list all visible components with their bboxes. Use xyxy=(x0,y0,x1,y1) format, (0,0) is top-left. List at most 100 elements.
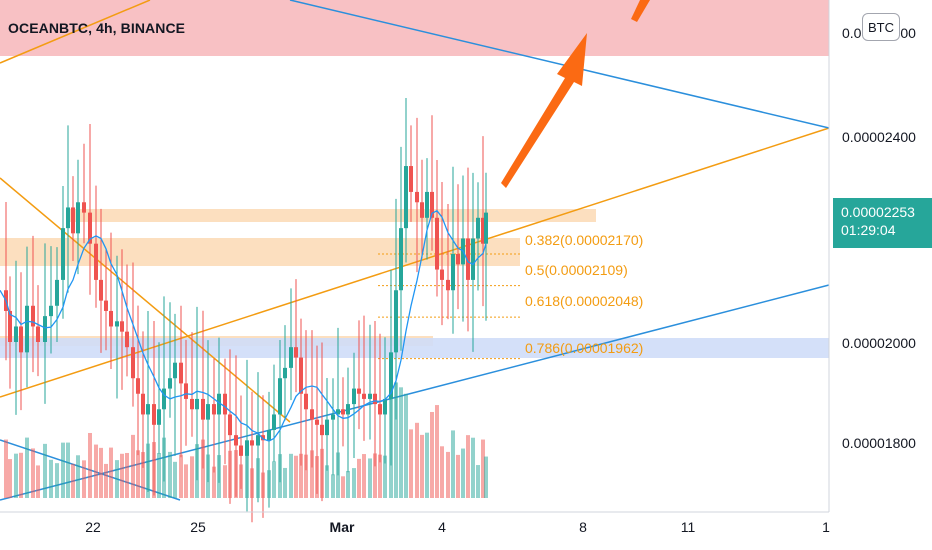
candle-body xyxy=(228,414,232,436)
candle-body xyxy=(76,202,80,234)
candle-body xyxy=(206,404,210,420)
volume-bar xyxy=(378,454,382,498)
volume-bar xyxy=(446,451,450,498)
volume-bar xyxy=(8,459,12,498)
candle-body xyxy=(131,347,135,379)
candle-body xyxy=(299,357,303,394)
volume-bar xyxy=(430,411,434,498)
candle-body xyxy=(336,409,340,415)
candle-body xyxy=(234,435,238,446)
volume-bar xyxy=(212,466,216,498)
candle-body xyxy=(420,202,424,218)
candle-body xyxy=(82,202,86,213)
candle-body xyxy=(294,347,298,358)
candle-body xyxy=(31,305,35,327)
x-tick-label: 4 xyxy=(438,519,446,535)
volume-bar xyxy=(36,465,40,498)
candle-body xyxy=(261,435,265,441)
volume-bar xyxy=(466,435,470,498)
volume-bar xyxy=(141,452,145,498)
volume-bar xyxy=(99,447,103,498)
candle-body xyxy=(362,393,366,399)
resistance-zone-upper xyxy=(68,209,596,222)
volume-bars xyxy=(4,382,488,498)
volume-bar xyxy=(168,451,172,498)
candle-body xyxy=(368,393,372,399)
candle-body xyxy=(320,424,324,436)
volume-bar xyxy=(43,443,47,498)
candle-body xyxy=(184,383,188,399)
candle-body xyxy=(245,440,249,456)
candle-body xyxy=(88,212,92,244)
candle-body xyxy=(484,212,488,244)
volume-bar xyxy=(440,446,444,498)
volume-bar xyxy=(461,448,465,498)
volume-bar xyxy=(88,432,92,498)
volume-bar xyxy=(409,429,413,498)
candle-body xyxy=(435,217,439,270)
candles xyxy=(4,98,488,523)
currency-badge[interactable]: BTC xyxy=(862,13,900,41)
candle-body xyxy=(415,191,419,203)
volume-bar xyxy=(471,437,475,498)
volume-bar xyxy=(19,452,23,498)
candle-body xyxy=(179,362,183,384)
candle-body xyxy=(272,414,276,430)
candle-body xyxy=(256,435,260,446)
volume-bar xyxy=(4,439,8,498)
volume-bar xyxy=(399,387,403,498)
candle-body xyxy=(109,310,113,327)
candle-body xyxy=(195,398,199,410)
candle-body xyxy=(157,409,161,425)
candle-body xyxy=(446,279,450,291)
candle-body xyxy=(331,414,335,420)
last-price: 0.00002253 xyxy=(841,204,915,220)
candle-body xyxy=(383,398,387,415)
volume-bar xyxy=(25,437,29,498)
candle-body xyxy=(378,404,382,415)
volume-bar xyxy=(49,459,53,498)
moving-average-line xyxy=(0,209,487,442)
support-zone xyxy=(0,338,829,358)
candle-body xyxy=(304,393,308,410)
volume-bar xyxy=(346,470,350,498)
volume-bar xyxy=(481,439,485,498)
candle-body xyxy=(36,326,40,342)
projection-arrow-2 xyxy=(631,0,650,22)
candle-body xyxy=(283,367,287,379)
candle-body xyxy=(357,388,361,394)
volume-bar xyxy=(136,450,140,498)
candle-body xyxy=(399,228,403,291)
volume-bar xyxy=(373,453,377,498)
candle-body xyxy=(352,388,356,405)
candle-body xyxy=(61,228,65,280)
candle-body xyxy=(136,378,140,394)
volume-bar xyxy=(420,434,424,498)
candle-body xyxy=(456,254,460,265)
target-zone xyxy=(0,0,829,56)
volume-bar xyxy=(299,453,303,498)
candle-body xyxy=(373,393,377,405)
volume-bar xyxy=(66,442,70,498)
volume-bar xyxy=(190,456,194,498)
bar-countdown: 01:29:04 xyxy=(841,222,896,238)
volume-bar xyxy=(109,447,113,498)
volume-bar xyxy=(325,465,329,498)
volume-bar xyxy=(61,442,65,498)
candle-body xyxy=(239,445,243,456)
candle-body xyxy=(125,331,129,348)
resistance-zone-lower xyxy=(0,238,520,266)
volume-bar xyxy=(14,453,18,498)
candle-body xyxy=(120,321,124,332)
x-tick-label: 1 xyxy=(822,519,830,535)
volume-bar xyxy=(173,461,177,498)
volume-bar xyxy=(223,465,227,498)
volume-bar xyxy=(104,463,108,498)
candle-body xyxy=(212,404,216,415)
volume-bar xyxy=(368,458,372,498)
volume-bar xyxy=(484,456,488,498)
candle-body xyxy=(104,300,108,311)
volume-bar xyxy=(310,450,314,498)
volume-bar xyxy=(304,454,308,498)
